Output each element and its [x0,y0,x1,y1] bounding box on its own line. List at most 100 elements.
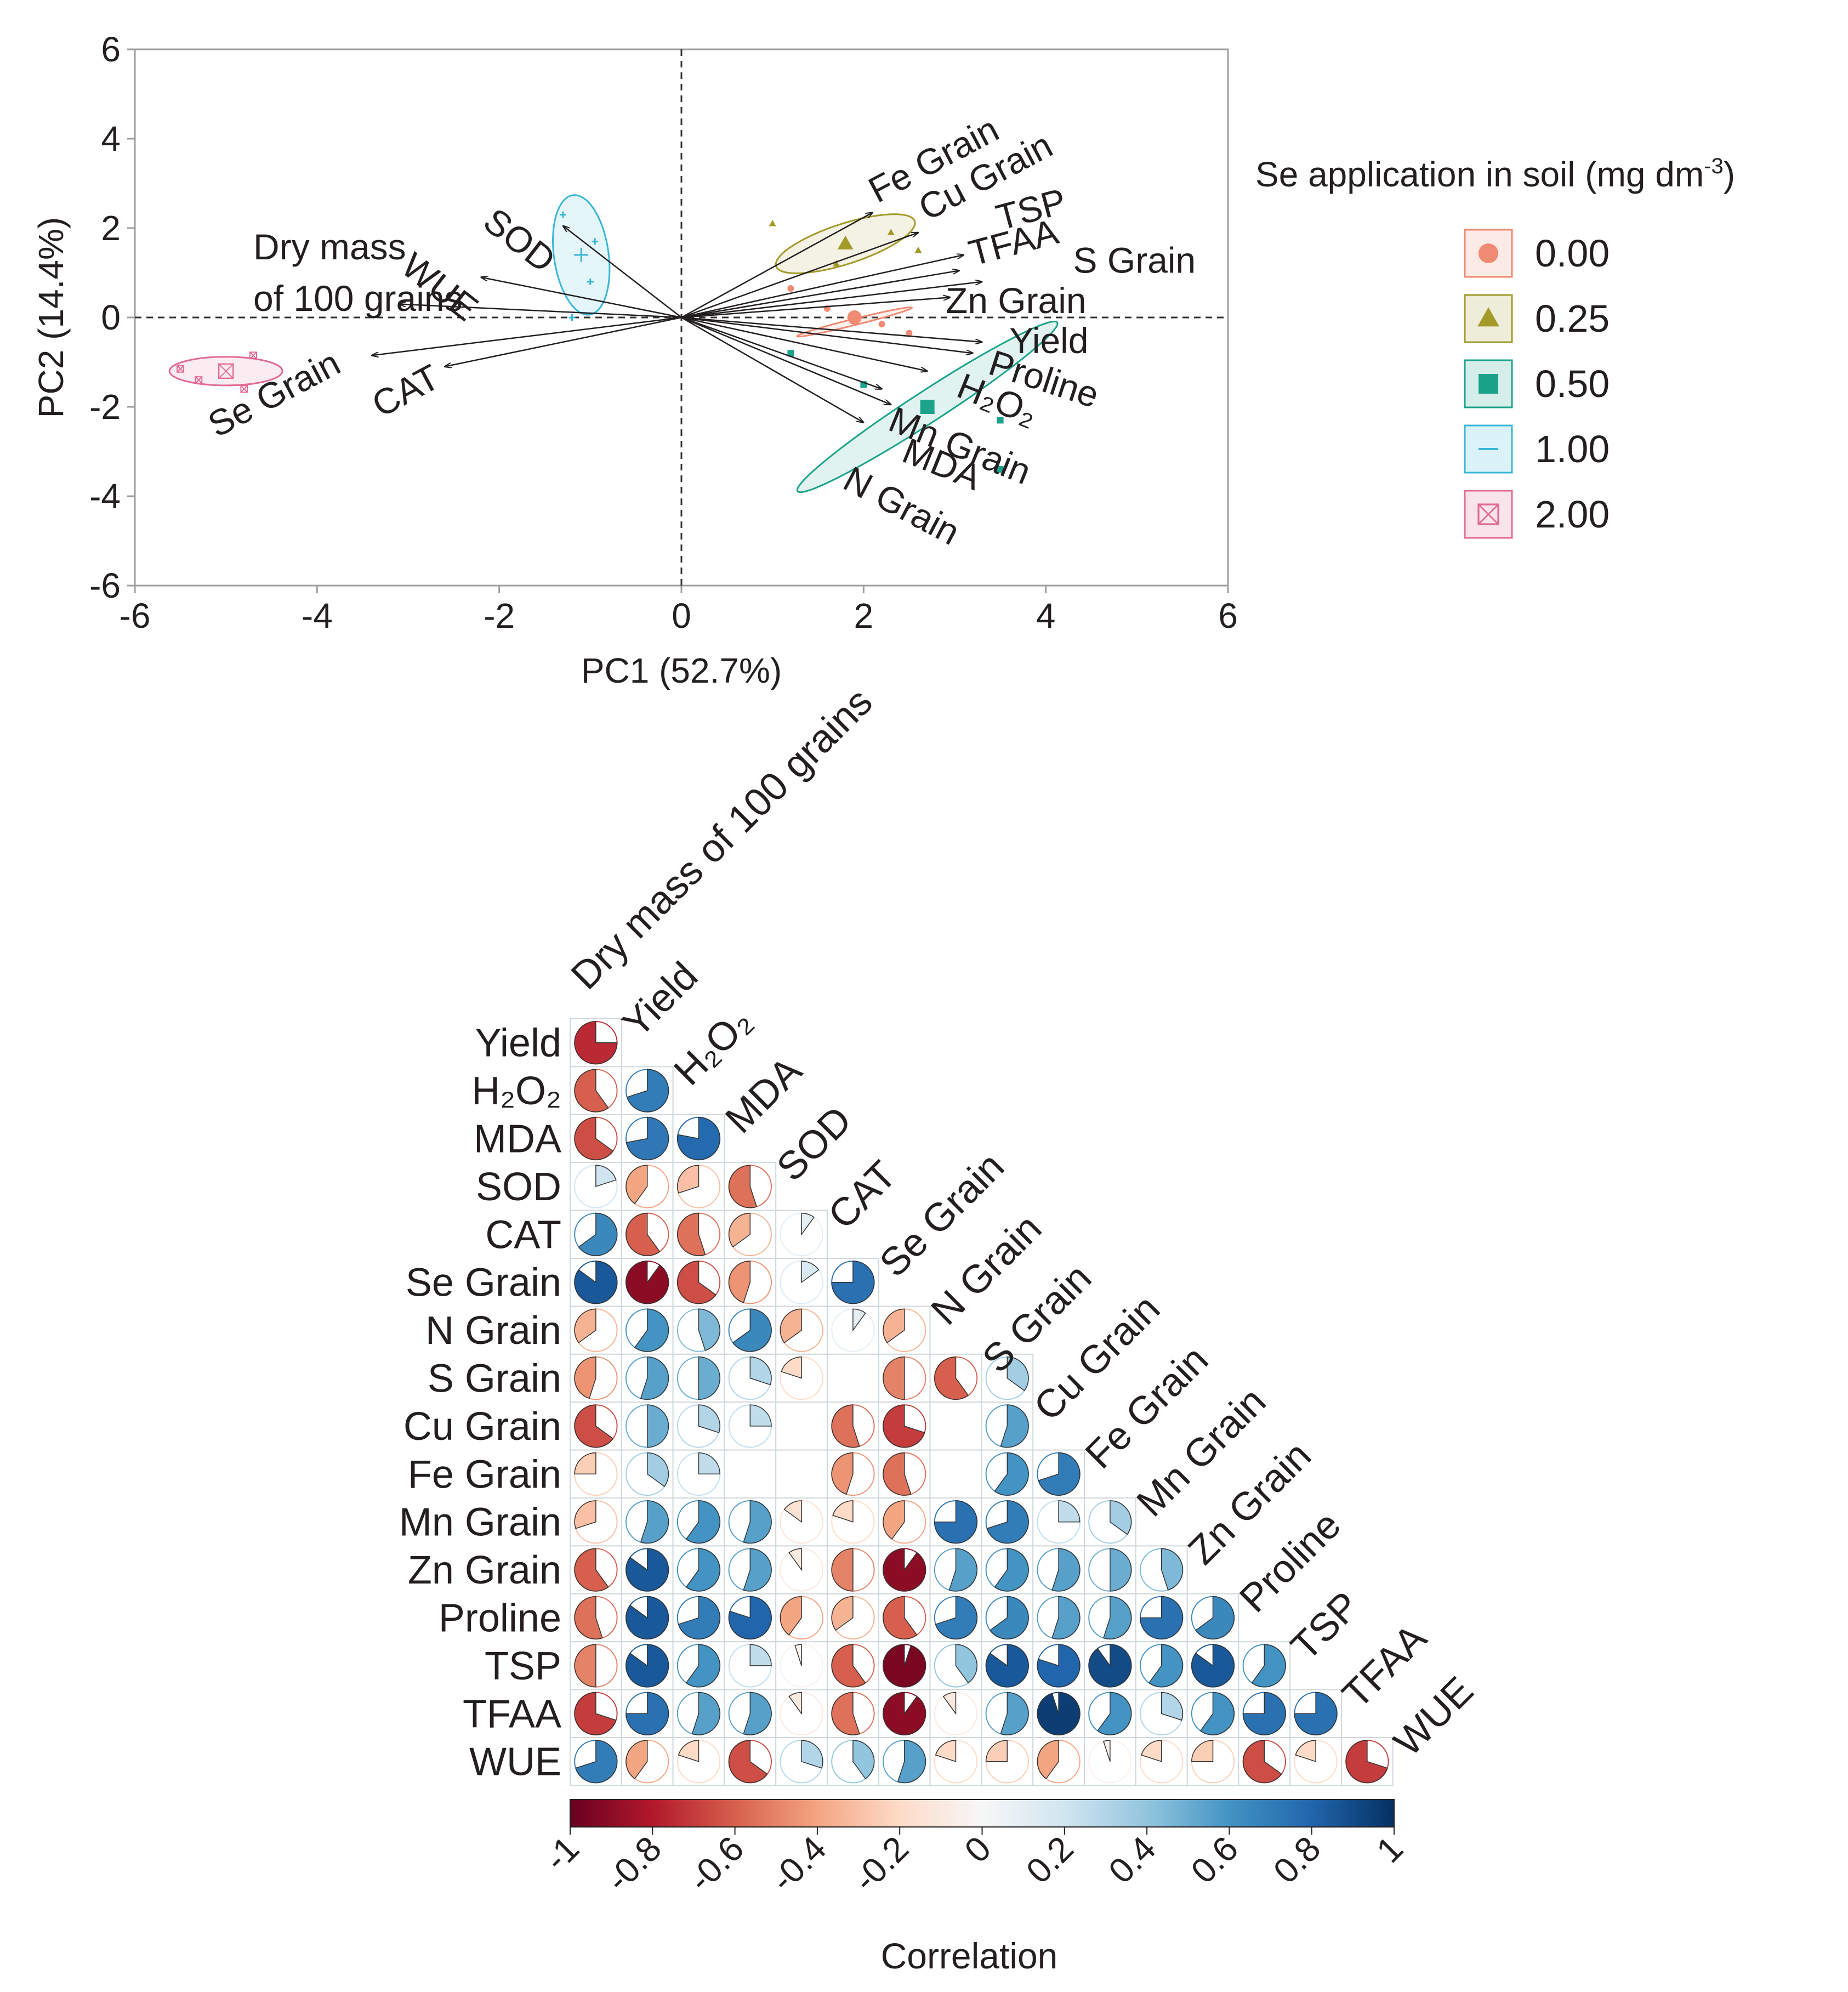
pie-wedge [1007,1357,1029,1392]
legend-label-1-00: 1.00 [1535,428,1610,470]
boxed-x-frame [177,365,185,373]
group-points [177,211,1004,473]
pie-wedge [677,1165,700,1194]
pie-wedge [677,1117,720,1160]
pie-wedge [994,1452,1029,1496]
row-label-s-grain: S Grain [428,1357,561,1401]
legend-marker-0-00 [1479,243,1498,263]
pie-wedge [1000,1404,1029,1448]
colorbar-label: Correlation [881,1936,1058,1976]
matrix-cell [775,1449,828,1499]
row-label-fe-grain: Fe Grain [408,1452,561,1496]
colorbar-ticks: -1 -0.8 -0.6 -0.4 -0.2 0 0.2 0.4 0.6 0.8 1 [537,1827,1411,1899]
point-0-00 [787,285,794,292]
pie-wedge [883,1500,905,1540]
x-tick-label: 4 [1036,596,1056,635]
pie-wedge [883,1596,918,1639]
colorbar-tick-label: 0.2 [1019,1829,1081,1891]
point-2-00 [240,385,248,393]
boxed-x-diag2 [1478,504,1499,525]
pie-wedge [1110,1548,1132,1592]
pie-wedge [788,1692,802,1715]
column-label-sod: SOD [769,1098,860,1190]
pie-wedge [948,1548,977,1592]
pie-wedge [831,1261,875,1304]
legend-marker-2-00 [1477,503,1499,525]
pie-wedge [832,1500,854,1523]
pie-wedge [780,1308,802,1343]
point-0-00 [878,321,885,328]
x-tick-label: 0 [672,596,691,635]
pie-wedge [831,1644,866,1688]
pie-wedge [728,1596,772,1639]
arrow-cat [445,316,682,367]
y-tick-label: -2 [89,387,121,427]
pie-wedge [1161,1548,1184,1591]
y-tick-label: 4 [101,119,121,158]
column-label-cat: CAT [820,1153,905,1238]
matrix-cells [570,1018,1394,1786]
point-1-00 [587,278,594,285]
pie-wedge [1058,1500,1081,1523]
point-2-00 [218,363,234,379]
y-tick-label: 2 [101,208,121,248]
legend-marker-0-50 [1479,374,1498,394]
pie-wedge [574,1452,596,1475]
column-label-h-o: H₂O₂ [666,999,760,1093]
arrow-tsp [681,255,964,319]
row-label-wue: WUE [469,1740,561,1784]
pie-wedge [626,1692,669,1735]
column-label-tsp: TSP [1283,1584,1368,1669]
row-label-tfaa: TFAA [463,1692,561,1736]
legend-label-0-50: 0.50 [1535,362,1610,405]
pie-wedge [732,1308,772,1352]
colorbar-tick-label: 0.4 [1101,1829,1163,1891]
point-2-00 [177,365,185,373]
pie-wedge [780,1596,802,1636]
pie-wedge [934,1357,969,1400]
loading-arrows [372,212,982,422]
pie-wedge [1294,1692,1338,1735]
row-label-sod: SOD [476,1165,561,1209]
pie-wedge [743,1548,772,1592]
pie-wedge [801,1212,815,1236]
legend: Se application in soil (mg dm-3) 0.00 0.2… [1255,154,1735,539]
pie-wedge [1191,1644,1235,1688]
point-0-25 [887,229,895,235]
pie-wedge [574,1261,618,1304]
pie-wedge [794,1644,802,1666]
colorbar-gradient [570,1799,1395,1828]
pie-wedge [574,1692,617,1735]
point-1-00 [574,247,589,262]
boxed-x-frame [249,351,258,360]
pie-wedge [626,1740,648,1780]
loading-label-s-grain: S Grain [1073,240,1196,281]
pie-wedge [677,1261,717,1304]
arrow-mda [681,316,891,405]
point-1-00 [592,238,599,245]
row-label-mda: MDA [474,1117,561,1161]
x-tick-label: 6 [1218,596,1238,635]
pie-wedge [677,1212,706,1256]
boxed-x-diag2 [218,364,234,379]
pie-wedge [1037,1692,1081,1735]
pie-wedge [1199,1692,1235,1735]
pie-wedge [1038,1452,1081,1496]
pie-wedge [1110,1500,1132,1535]
point-0-00 [906,330,913,337]
pie-wedge [595,1165,617,1187]
point-0-25 [769,219,776,226]
pie-wedge [935,1596,977,1639]
pie-wedge [626,1596,669,1639]
boxed-x-frame [240,385,248,393]
pie-wedge [626,1644,669,1688]
colorbar-tick-label: -0.2 [845,1829,916,1899]
loading-label-cat: CAT [365,356,446,425]
colorbar-tick-label: 0.8 [1266,1829,1328,1891]
arrow-fe-grain [681,212,873,319]
legend-label-0-25: 0.25 [1535,297,1610,340]
pie-wedge [626,1212,661,1256]
